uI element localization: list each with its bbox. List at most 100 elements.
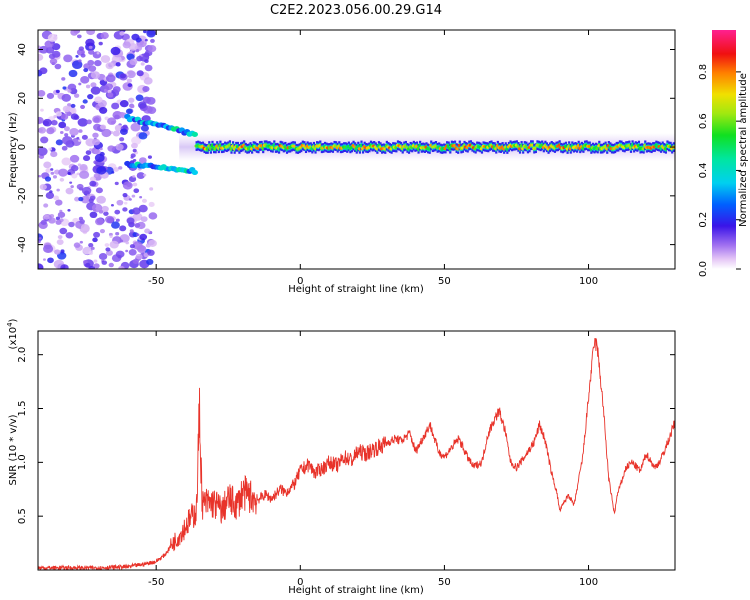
noise-speckle [144, 228, 151, 234]
noise-speckle [53, 195, 59, 201]
snr-frame [37, 330, 676, 571]
noise-speckle [138, 157, 147, 164]
noise-speckle [88, 265, 96, 269]
spectrogram-x-tick-label: -50 [148, 276, 164, 287]
noise-speckle [70, 165, 79, 172]
colorbar-ticks: 0.0 0.2 0.4 0.6 0.8 [698, 64, 741, 277]
noise-speckle [119, 225, 127, 232]
noise-speckle [146, 96, 156, 105]
spectrogram-panel: -50 0 50 100 -40 -20 0 20 40 Height of straight… [8, 29, 676, 295]
noise-speckle [80, 53, 86, 58]
noise-speckle [139, 233, 148, 241]
snr-x-tick-label: 0 [297, 577, 303, 588]
noise-speckle [87, 94, 94, 100]
noise-speckle [80, 224, 90, 232]
noise-speckle [125, 241, 129, 245]
noise-speckle [134, 223, 141, 228]
noise-speckle [131, 142, 138, 149]
noise-speckle [56, 188, 60, 192]
noise-speckle [119, 100, 129, 108]
noise-speckle [78, 129, 83, 133]
noise-speckle [143, 173, 147, 177]
noise-speckle [55, 219, 62, 225]
noise-speckle [129, 229, 134, 233]
noise-speckle [122, 193, 128, 198]
noise-speckle [78, 196, 84, 202]
noise-speckle [89, 176, 96, 182]
noise-speckle [104, 83, 113, 91]
noise-speckle [80, 76, 90, 84]
noise-speckle [114, 209, 121, 215]
noise-speckle [128, 97, 135, 103]
snr-y-multiplier-exp: 4 [6, 322, 14, 327]
noise-speckle [129, 244, 136, 249]
noise-speckle [68, 221, 75, 228]
noise-speckle [132, 232, 139, 238]
noise-speckle [101, 128, 112, 138]
noise-speckle [38, 175, 42, 178]
noise-speckle [131, 194, 136, 198]
noise-speckle [96, 166, 107, 175]
noise-speckle [105, 215, 115, 224]
noise-speckle [112, 86, 121, 93]
noise-speckle [99, 106, 108, 114]
noise-speckle [48, 147, 52, 151]
noise-speckle [135, 94, 144, 102]
noise-speckle [46, 92, 55, 99]
noise-speckle [147, 44, 157, 53]
noise-speckle [115, 62, 121, 67]
snr-x-tick-label: 100 [579, 577, 598, 588]
noise-speckle [91, 203, 103, 213]
noise-speckle [132, 212, 143, 221]
noise-speckle [55, 199, 63, 206]
noise-speckle [128, 248, 137, 256]
noise-speckle [107, 145, 116, 152]
noise-speckle [119, 137, 125, 142]
noise-speckle [130, 122, 141, 132]
noise-speckle [80, 195, 90, 204]
noise-speckle [38, 89, 46, 97]
noise-speckle [67, 208, 71, 212]
noise-speckle [140, 124, 149, 132]
noise-speckle [138, 132, 148, 140]
noise-speckle [58, 121, 67, 129]
noise-speckle [39, 45, 49, 54]
noise-speckle [108, 232, 113, 237]
snr-series-line [38, 337, 675, 570]
noise-speckle [105, 74, 116, 83]
noise-speckle [128, 198, 132, 201]
noise-speckle [65, 232, 74, 239]
noise-speckle [127, 83, 133, 88]
noise-speckle [44, 176, 52, 182]
noise-speckle [78, 139, 82, 142]
noise-speckle [119, 128, 128, 135]
colorbar-gradient [712, 30, 736, 269]
colorbar-tick-label: 0.0 [698, 261, 709, 277]
noise-speckle [67, 172, 71, 175]
noise-speckle [64, 133, 69, 137]
noise-speckle [111, 102, 120, 110]
noise-speckle [40, 108, 44, 112]
spectrogram-y-tick-label: 40 [17, 43, 28, 56]
noise-speckle [136, 70, 144, 77]
spectral-band-layer [124, 113, 675, 176]
noise-speckle [136, 172, 145, 179]
noise-speckle [43, 203, 49, 208]
noise-speckle [125, 108, 133, 115]
noise-speckle [47, 33, 58, 42]
noise-speckle [89, 148, 93, 151]
noise-speckle [43, 161, 52, 169]
noise-speckle [110, 46, 121, 56]
noise-speckle [62, 105, 71, 113]
noise-speckle [83, 68, 89, 73]
noise-speckle [93, 123, 102, 131]
noise-speckle [144, 38, 148, 42]
noise-speckle [54, 63, 62, 70]
noise-speckle [143, 30, 147, 34]
noise-speckle [114, 181, 119, 186]
noise-speckle [55, 139, 63, 146]
noise-speckle [86, 194, 90, 197]
noise-speckle [129, 58, 138, 66]
noise-speckle [135, 49, 140, 53]
